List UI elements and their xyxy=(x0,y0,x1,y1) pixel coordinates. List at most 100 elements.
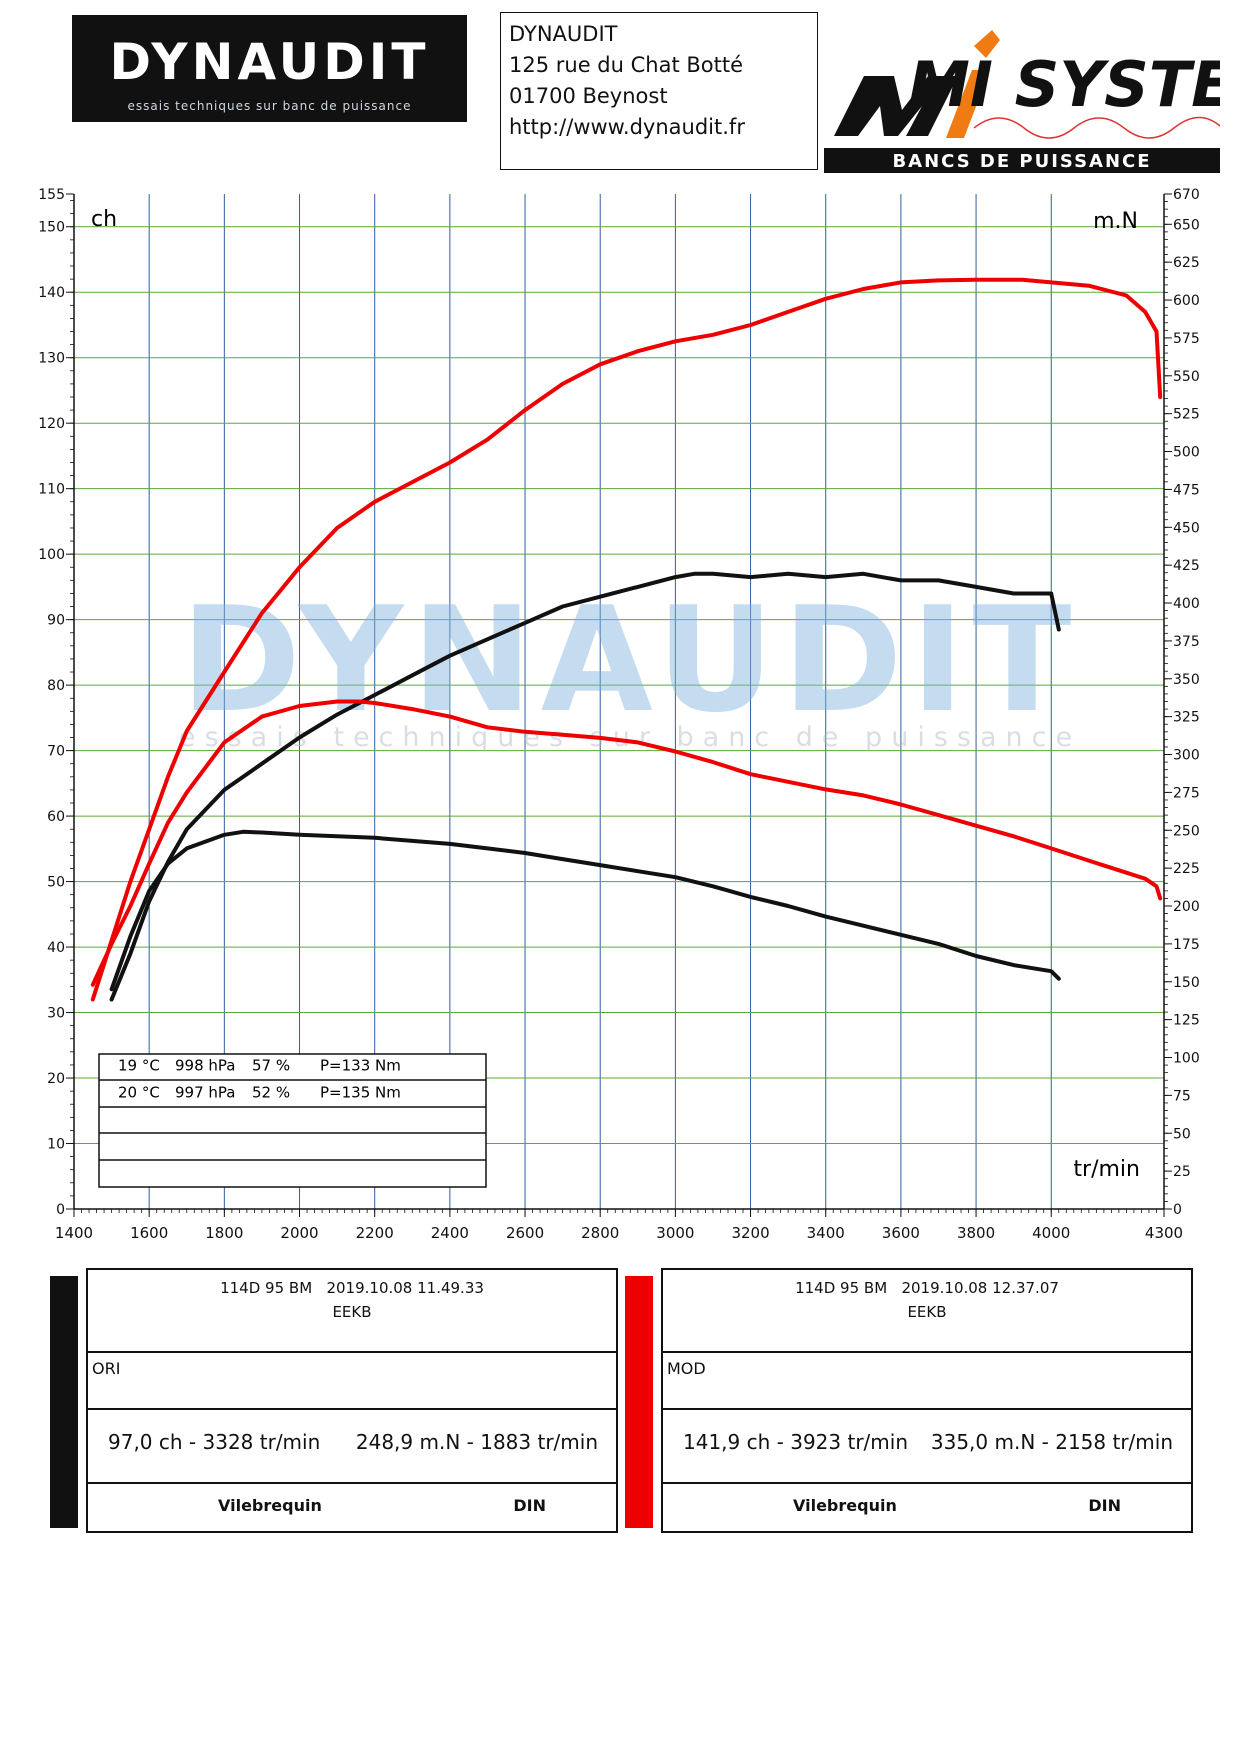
tick-label-x: 4000 xyxy=(1032,1224,1070,1242)
tick-label-left: 80 xyxy=(47,678,65,694)
right-unit-label: m.N xyxy=(1093,209,1138,234)
tick-label-x: 2600 xyxy=(506,1224,544,1242)
tick-label-right: 550 xyxy=(1173,369,1200,385)
tick-label-left: 90 xyxy=(47,613,65,629)
tick-label-x: 3400 xyxy=(807,1224,845,1242)
tick-label-right: 400 xyxy=(1173,596,1200,612)
cond-row2-humidity: 52 % xyxy=(252,1084,290,1102)
tick-label-right: 670 xyxy=(1173,187,1200,203)
tick-label-right: 250 xyxy=(1173,823,1200,839)
cond-row2-pressure: 997 hPa xyxy=(175,1084,235,1102)
cond-row1-temp: 19 °C xyxy=(118,1057,160,1075)
tick-label-x: 2000 xyxy=(280,1224,318,1242)
tick-label-left: 60 xyxy=(47,809,65,825)
run-timestamp: 2019.10.08 12.37.07 xyxy=(901,1279,1059,1297)
tick-label-x: 1800 xyxy=(205,1224,243,1242)
tick-label-right: 350 xyxy=(1173,672,1200,688)
tick-label-left: 40 xyxy=(47,940,65,956)
tick-label-right: 0 xyxy=(1173,1202,1182,1218)
tick-label-x: 2800 xyxy=(581,1224,619,1242)
logo-mi-wordmark: MI SYSTEMS xyxy=(908,48,1220,121)
dynaudit-watermark: DYNAUDIT essais techniques sur banc de p… xyxy=(179,576,1081,753)
address-block: DYNAUDIT 125 rue du Chat Botté 01700 Bey… xyxy=(500,12,818,170)
tick-label-x: 2400 xyxy=(431,1224,469,1242)
tick-label-x: 3800 xyxy=(957,1224,995,1242)
tick-label-x: 1600 xyxy=(130,1224,168,1242)
tick-label-x: 3600 xyxy=(882,1224,920,1242)
tick-label-left: 100 xyxy=(38,547,65,563)
series-mod-power xyxy=(90,277,1163,1002)
run-code: EEKB xyxy=(332,1303,372,1321)
run-timestamp: 2019.10.08 11.49.33 xyxy=(326,1279,484,1297)
tick-label-right: 650 xyxy=(1173,217,1200,233)
cond-row2-temp: 20 °C xyxy=(118,1084,160,1102)
chart-axes: 0 10 20 30 40 50 60 70 80 90 100 110 120 130 140 150 155… xyxy=(38,187,1199,1242)
peak-power: 141,9 ch - 3923 tr/min xyxy=(683,1430,908,1454)
tick-label-x: 2200 xyxy=(356,1224,394,1242)
tick-label-right: 275 xyxy=(1173,785,1200,801)
tick-label-right: 175 xyxy=(1173,937,1200,953)
cond-row2-loss: P=135 Nm xyxy=(320,1084,401,1102)
run-label: ORI xyxy=(92,1359,121,1378)
mi-systems-logo: MI SYSTEMS BANCS DE PUISSANCE xyxy=(824,30,1220,173)
address-website: http://www.dynaudit.fr xyxy=(509,115,745,139)
tick-label-left: 70 xyxy=(47,744,65,760)
x-unit-label: tr/min xyxy=(1073,1157,1140,1182)
tick-label-right: 475 xyxy=(1173,482,1200,498)
tick-label-left: 140 xyxy=(38,285,65,301)
address-company: DYNAUDIT xyxy=(509,22,618,46)
tick-label-right: 75 xyxy=(1173,1088,1191,1104)
tick-label-right: 150 xyxy=(1173,975,1200,991)
run-color-bar-mod xyxy=(625,1276,653,1528)
run-vehicle: 114D 95 BM xyxy=(220,1279,313,1297)
tick-label-right: 600 xyxy=(1173,293,1200,309)
tick-label-right: 200 xyxy=(1173,899,1200,915)
address-city: 01700 Beynost xyxy=(509,84,668,108)
peak-power: 97,0 ch - 3328 tr/min xyxy=(108,1430,321,1454)
peak-torque: 335,0 m.N - 2158 tr/min xyxy=(930,1430,1173,1454)
chart-series xyxy=(90,277,1163,1002)
run-code: EEKB xyxy=(907,1303,947,1321)
tick-label-right: 125 xyxy=(1173,1013,1200,1029)
tick-label-right: 575 xyxy=(1173,331,1200,347)
conditions-table: 19 °C 998 hPa 57 % P=133 Nm 20 °C 997 hP… xyxy=(98,1053,487,1188)
tick-label-right: 225 xyxy=(1173,861,1200,877)
run-label: MOD xyxy=(667,1359,706,1378)
tick-label-left: 20 xyxy=(47,1071,65,1087)
tick-label-right: 450 xyxy=(1173,520,1200,536)
run-color-bar-ori xyxy=(50,1276,78,1528)
run-vehicle: 114D 95 BM xyxy=(795,1279,888,1297)
tick-label-right: 375 xyxy=(1173,634,1200,650)
series-mod-torque xyxy=(90,699,1163,987)
tick-label-left: 10 xyxy=(47,1137,65,1153)
address-street: 125 rue du Chat Botté xyxy=(509,53,744,77)
peak-torque: 248,9 m.N - 1883 tr/min xyxy=(355,1430,598,1454)
left-unit-label: ch xyxy=(91,207,117,232)
tick-label-left: 130 xyxy=(38,351,65,367)
tick-label-right: 50 xyxy=(1173,1126,1191,1142)
tick-label-left: 0 xyxy=(56,1202,65,1218)
tick-label-right: 300 xyxy=(1173,748,1200,764)
series-ori-power xyxy=(109,571,1061,1002)
watermark-wordmark: DYNAUDIT xyxy=(181,576,1080,745)
tick-label-right: 425 xyxy=(1173,558,1200,574)
chart-grid xyxy=(74,194,1164,1209)
tick-label-right: 325 xyxy=(1173,710,1200,726)
watermark-tagline: essais techniques sur banc de puissance xyxy=(179,722,1081,753)
dyno-chart: DYNAUDIT essais techniques sur banc de p… xyxy=(38,187,1199,1242)
tick-label-left: 50 xyxy=(47,875,65,891)
tick-label-left: 120 xyxy=(38,416,65,432)
tick-label-x: 3200 xyxy=(731,1224,769,1242)
tick-label-left: 155 xyxy=(38,187,65,203)
cond-row1-pressure: 998 hPa xyxy=(175,1057,235,1075)
tick-label-right: 525 xyxy=(1173,407,1200,423)
measure-point: Vilebrequin xyxy=(218,1496,322,1515)
series-ori-torque xyxy=(109,829,1061,992)
dynaudit-logo: DYNAUDIT essais techniques sur banc de p… xyxy=(72,15,467,122)
tick-label-right: 100 xyxy=(1173,1051,1200,1067)
tick-label-left: 30 xyxy=(47,1006,65,1022)
cond-row1-humidity: 57 % xyxy=(252,1057,290,1075)
correction-standard: DIN xyxy=(1088,1496,1121,1515)
correction-standard: DIN xyxy=(513,1496,546,1515)
tick-label-left: 110 xyxy=(38,482,65,498)
